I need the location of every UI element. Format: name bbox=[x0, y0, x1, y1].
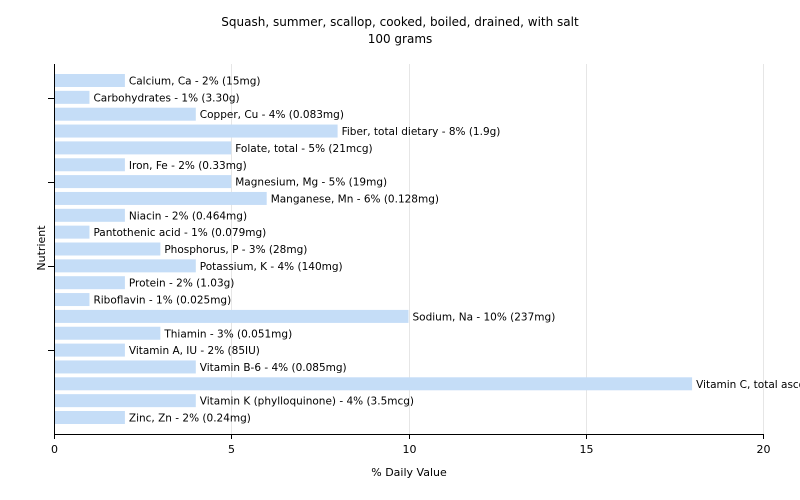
bar-label: Vitamin B-6 - 4% (0.085mg) bbox=[200, 362, 347, 374]
bar-label: Calcium, Ca - 2% (15mg) bbox=[129, 76, 261, 88]
bar bbox=[55, 394, 196, 408]
chart-subtitle: 100 grams bbox=[367, 32, 433, 46]
bar-label: Vitamin K (phylloquinone) - 4% (3.5mcg) bbox=[200, 396, 414, 408]
chart-title-main: Squash, summer, scallop, cooked, boiled,… bbox=[221, 15, 579, 29]
x-axis-title: % Daily Value bbox=[371, 466, 447, 479]
bar-label: Protein - 2% (1.03g) bbox=[129, 278, 235, 290]
bar bbox=[55, 242, 161, 256]
bar bbox=[55, 208, 125, 222]
bar-label: Carbohydrates - 1% (3.30g) bbox=[93, 92, 239, 104]
bar bbox=[55, 191, 267, 205]
bar bbox=[55, 175, 232, 189]
bar-label: Vitamin A, IU - 2% (85IU) bbox=[129, 345, 260, 357]
x-tick-label: 0 bbox=[51, 443, 58, 456]
bar bbox=[55, 90, 90, 104]
bar-label: Fiber, total dietary - 8% (1.9g) bbox=[342, 126, 501, 138]
x-tick-label: 10 bbox=[403, 443, 417, 456]
bar bbox=[55, 225, 90, 239]
bar-label: Magnesium, Mg - 5% (19mg) bbox=[235, 177, 387, 189]
x-tick-label: 20 bbox=[757, 443, 771, 456]
bar-label: Vitamin C, total ascorbic acid - 18% (10… bbox=[696, 379, 800, 391]
bar-label: Copper, Cu - 4% (0.083mg) bbox=[200, 109, 344, 121]
bar bbox=[55, 309, 409, 323]
bar-label: Potassium, K - 4% (140mg) bbox=[200, 261, 343, 273]
bar bbox=[55, 74, 125, 87]
bar bbox=[55, 293, 90, 307]
bar bbox=[55, 259, 196, 273]
y-axis-title: Nutrient bbox=[35, 225, 48, 271]
bars: Calcium, Ca - 2% (15mg) Carbohydrates - 1… bbox=[55, 74, 800, 425]
bar-label: Folate, total - 5% (21mcg) bbox=[235, 143, 372, 155]
chart-title: Squash, summer, scallop, cooked, boiled,… bbox=[0, 14, 800, 48]
bar-label: Phosphorus, P - 3% (28mg) bbox=[164, 244, 307, 256]
bar bbox=[55, 107, 196, 121]
x-tick-label: 15 bbox=[580, 443, 594, 456]
bar-label: Zinc, Zn - 2% (0.24mg) bbox=[129, 413, 251, 425]
bar bbox=[55, 141, 232, 155]
x-tick-label: 5 bbox=[228, 443, 235, 456]
bar bbox=[55, 158, 125, 172]
bar-label: Thiamin - 3% (0.051mg) bbox=[163, 328, 292, 340]
axes: 0 5 10 15 20 bbox=[48, 64, 771, 456]
bar bbox=[55, 411, 125, 424]
bar bbox=[55, 360, 196, 374]
bar-label: Manganese, Mn - 6% (0.128mg) bbox=[271, 193, 439, 205]
bar bbox=[55, 124, 338, 138]
bar-label: Riboflavin - 1% (0.025mg) bbox=[93, 295, 231, 307]
bar-label: Niacin - 2% (0.464mg) bbox=[129, 210, 247, 222]
bar bbox=[55, 276, 125, 290]
bar-label: Sodium, Na - 10% (237mg) bbox=[413, 311, 556, 323]
bar-label: Pantothenic acid - 1% (0.079mg) bbox=[93, 227, 266, 239]
bar bbox=[55, 326, 161, 340]
bar-label: Iron, Fe - 2% (0.33mg) bbox=[129, 160, 247, 172]
bar bbox=[55, 377, 693, 391]
bar bbox=[55, 343, 125, 357]
